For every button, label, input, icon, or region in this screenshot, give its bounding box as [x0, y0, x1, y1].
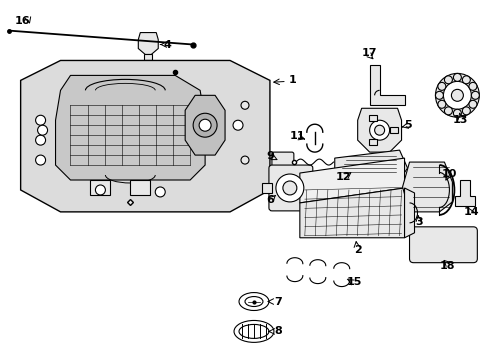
Text: 14: 14 — [463, 207, 478, 217]
Polygon shape — [56, 75, 204, 180]
Circle shape — [95, 185, 105, 195]
Circle shape — [470, 91, 478, 99]
Polygon shape — [334, 150, 407, 180]
Circle shape — [199, 119, 211, 131]
Text: 9: 9 — [265, 151, 273, 161]
Polygon shape — [299, 158, 404, 203]
Polygon shape — [130, 180, 150, 195]
FancyBboxPatch shape — [268, 165, 312, 211]
Text: 18: 18 — [439, 261, 454, 271]
FancyBboxPatch shape — [271, 152, 293, 172]
Polygon shape — [357, 108, 401, 152]
Circle shape — [468, 82, 476, 90]
Polygon shape — [402, 162, 451, 212]
Text: 16: 16 — [15, 15, 30, 26]
Ellipse shape — [239, 324, 268, 338]
Polygon shape — [185, 95, 224, 155]
Text: 7: 7 — [273, 297, 281, 306]
Circle shape — [275, 174, 303, 202]
Polygon shape — [262, 183, 271, 193]
Circle shape — [374, 125, 384, 135]
Text: 13: 13 — [452, 115, 467, 125]
Circle shape — [462, 107, 469, 115]
Circle shape — [468, 100, 476, 108]
Text: 2: 2 — [353, 245, 361, 255]
Circle shape — [233, 120, 243, 130]
Circle shape — [36, 115, 45, 125]
Circle shape — [452, 73, 461, 81]
Circle shape — [241, 101, 248, 109]
Polygon shape — [404, 188, 414, 238]
Text: 3: 3 — [415, 217, 423, 227]
Polygon shape — [368, 139, 376, 145]
Text: 1: 1 — [288, 75, 296, 85]
Circle shape — [452, 109, 461, 117]
Text: 4: 4 — [163, 40, 171, 50]
Text: 12: 12 — [335, 172, 351, 182]
Ellipse shape — [244, 297, 263, 306]
Circle shape — [241, 156, 248, 164]
Circle shape — [369, 120, 389, 140]
Polygon shape — [389, 127, 397, 133]
Circle shape — [450, 89, 463, 101]
Text: 8: 8 — [273, 327, 281, 336]
Circle shape — [435, 73, 478, 117]
Ellipse shape — [234, 320, 273, 342]
Circle shape — [444, 76, 451, 84]
Circle shape — [155, 187, 165, 197]
Text: 5: 5 — [403, 120, 410, 130]
Text: 17: 17 — [361, 49, 377, 58]
Circle shape — [443, 81, 470, 109]
Circle shape — [437, 100, 445, 108]
Ellipse shape — [239, 293, 268, 310]
Text: 15: 15 — [346, 276, 362, 287]
Text: 11: 11 — [289, 131, 305, 141]
Polygon shape — [454, 180, 474, 206]
Polygon shape — [20, 60, 269, 212]
Text: 6: 6 — [265, 195, 273, 205]
Circle shape — [462, 76, 469, 84]
Polygon shape — [90, 180, 110, 195]
Circle shape — [36, 155, 45, 165]
Circle shape — [437, 82, 445, 90]
Circle shape — [38, 125, 47, 135]
Polygon shape — [369, 66, 404, 105]
Circle shape — [444, 107, 451, 115]
Polygon shape — [299, 188, 404, 238]
Circle shape — [283, 181, 296, 195]
Polygon shape — [144, 54, 152, 60]
Polygon shape — [368, 115, 376, 121]
Text: 10: 10 — [441, 169, 456, 179]
Circle shape — [193, 113, 217, 137]
Circle shape — [435, 91, 443, 99]
FancyBboxPatch shape — [408, 227, 476, 263]
Polygon shape — [138, 32, 158, 54]
Circle shape — [36, 135, 45, 145]
